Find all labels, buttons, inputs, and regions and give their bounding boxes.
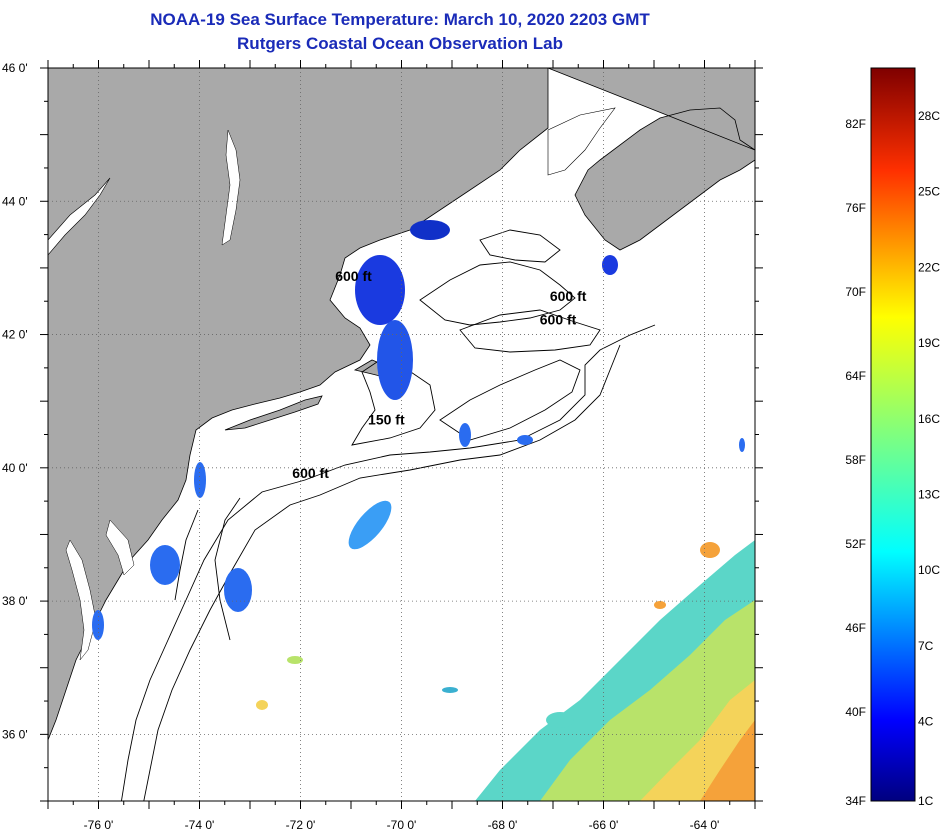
colorbar-celsius-labels: 28C 25C 22C 19C 16C 13C 10C 7C 4C 1C [918,109,940,808]
colorbar-f-label: 82F [845,117,866,131]
contour-labels: 600 ft 600 ft 600 ft 150 ft 600 ft [292,268,586,481]
lat-tick-label: 38 0' [2,594,28,608]
map-plot-area [48,68,755,801]
land-us-mainland [48,68,549,741]
colorbar-f-label: 40F [845,705,866,719]
colorbar-c-label: 19C [918,336,940,350]
colorbar-f-label: 58F [845,453,866,467]
colorbar-c-label: 10C [918,563,940,577]
contour-label: 150 ft [368,412,405,428]
bay-of-fundy [547,107,616,176]
contour-label: 600 ft [540,312,577,328]
colorbar-f-label: 46F [845,621,866,635]
bathymetry-contours [120,229,656,801]
lon-tick-label: -64 0' [690,818,720,832]
sst-warm-region [256,540,755,801]
contour-label: 600 ft [550,288,587,304]
colorbar-c-label: 16C [918,412,940,426]
lon-tick-label: -70 0' [387,818,417,832]
colorbar-c-label: 22C [918,260,940,274]
lat-tick-label: 42 0' [2,328,28,342]
lon-tick-label: -68 0' [488,818,518,832]
colorbar-f-label: 52F [845,537,866,551]
colorbar-f-label: 34F [845,794,866,808]
lon-tick-label: -74 0' [185,818,215,832]
lake-ontario [48,177,111,256]
colorbar-c-label: 13C [918,488,940,502]
contour-label: 600 ft [292,465,329,481]
lat-tick-label: 36 0' [2,727,28,741]
contour-label: 600 ft [335,268,372,284]
colorbar-fahrenheit-labels: 82F 76F 70F 64F 58F 52F 46F 40F 34F [845,117,866,808]
lon-tick-label: -66 0' [589,818,619,832]
lon-tick-label: -72 0' [286,818,316,832]
lat-tick-label: 40 0' [2,461,28,475]
chart-subtitle: Rutgers Coastal Ocean Observation Lab [237,34,563,53]
chart-title: NOAA-19 Sea Surface Temperature: March 1… [150,10,650,29]
lon-tick-label: -76 0' [84,818,114,832]
land-maritimes [547,68,755,251]
lat-tick-label: 46 0' [2,61,28,75]
delaware-bay [105,519,135,576]
colorbar-c-label: 7C [918,639,934,653]
lat-axis: 46 0' 44 0' 42 0' 40 0' 38 0' 36 0' [2,61,763,802]
lake-champlain [221,129,241,246]
colorbar-gradient [870,67,916,802]
chesapeake-bay [65,539,97,661]
lon-axis: -76 0' -74 0' -72 0' -70 0' -68 0' -66 0' -64 … [47,60,756,832]
colorbar: 82F 76F 70F 64F 58F 52F 46F 40F 34F 28C 25C 22C 19C… [845,67,940,808]
land-long-island [224,395,323,431]
colorbar-c-label: 28C [918,109,940,123]
colorbar-f-label: 76F [845,201,866,215]
lat-tick-label: 44 0' [2,194,28,208]
colorbar-f-label: 70F [845,285,866,299]
colorbar-c-label: 4C [918,715,934,729]
colorbar-c-label: 25C [918,185,940,199]
colorbar-c-label: 1C [918,794,934,808]
colorbar-f-label: 64F [845,369,866,383]
